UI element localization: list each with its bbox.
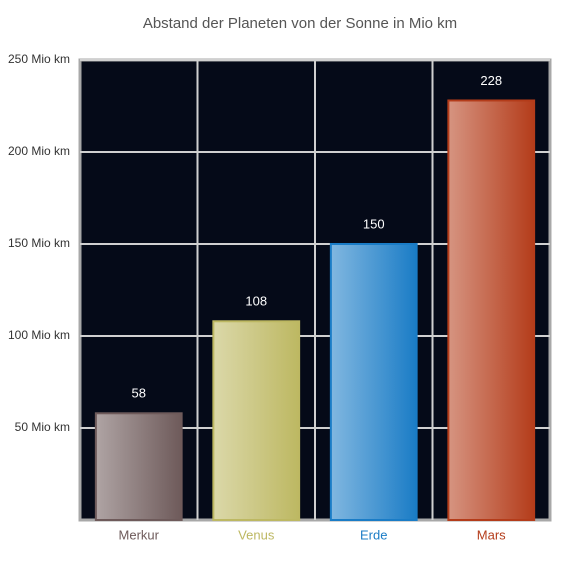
x-tick-label: Merkur [119,527,160,542]
data-label: 58 [132,386,146,401]
y-tick-label: 150 Mio km [8,236,70,250]
data-label: 228 [480,73,502,88]
bar [447,99,536,521]
data-label: 108 [245,294,267,309]
bar [212,320,301,521]
bar [329,243,418,521]
x-tick-label: Mars [477,527,506,542]
y-tick-label: 50 Mio km [15,420,70,434]
y-tick-label: 250 Mio km [8,52,70,66]
x-tick-label: Venus [238,527,275,542]
data-label: 150 [363,216,385,231]
y-tick-label: 100 Mio km [8,328,70,342]
bar [94,412,183,521]
chart-title: Abstand der Planeten von der Sonne in Mi… [143,15,457,32]
x-tick-label: Erde [360,527,387,542]
y-tick-label: 200 Mio km [8,144,70,158]
